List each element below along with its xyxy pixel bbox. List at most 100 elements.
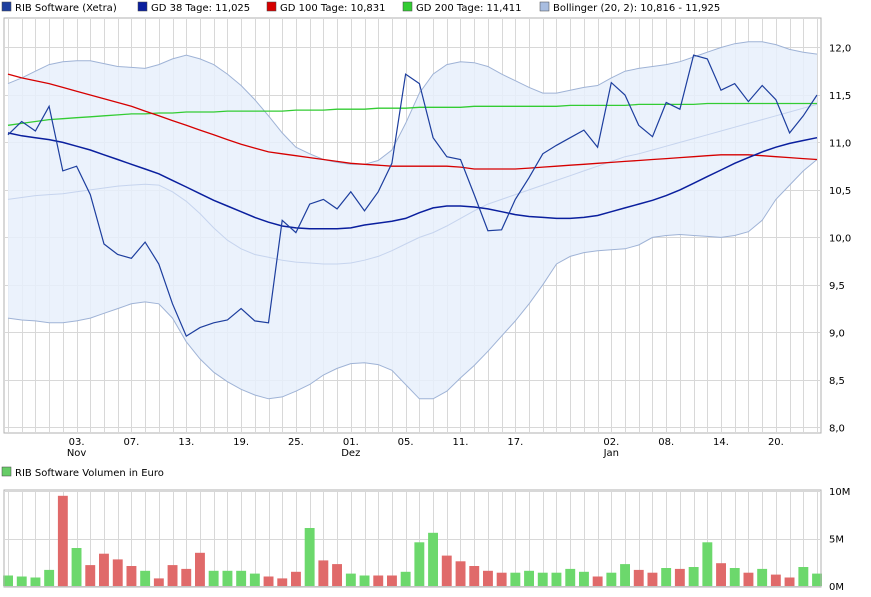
price-plot: 12,011,511,010,510,09,59,08,58,0 03.Nov0… [3,17,851,459]
price-x-tick-label: 03. [69,437,85,448]
volume-bar [565,568,576,586]
volume-y-tick-label: 5M [829,535,844,546]
volume-bar [757,568,768,586]
volume-y-axis: 10M 5M 0M [829,487,850,593]
price-x-tick-label: 11. [453,437,469,448]
price-y-tick-label: 8,0 [829,423,845,434]
volume-bar [153,578,164,586]
bollinger-middle-line [7,103,818,265]
legend-label-volume: RIB Software Volumen in Euro [15,468,164,479]
volume-bar [674,568,685,586]
volume-plot: 10M 5M 0M [3,487,850,593]
price-x-tick-month: Dez [341,448,360,459]
volume-bar [126,566,137,586]
legend-label-price: RIB Software (Xetra) [15,3,117,14]
price-y-tick-label: 8,5 [829,376,845,387]
price-x-tick-label: 19. [233,437,249,448]
volume-bar [99,553,109,586]
volume-bar [30,577,41,586]
price-legend: RIB Software (Xetra) GD 38 Tage: 11,025 … [1,1,720,14]
legend-label-gd38: GD 38 Tage: 11,025 [151,3,250,14]
legend-label-gd100: GD 100 Tage: 10,831 [280,3,386,14]
volume-bar [647,572,658,586]
price-x-tick-label: 08. [658,437,674,448]
volume-bar [551,572,562,586]
legend-label-bollinger: Bollinger (20, 2): 10,816 - 11,925 [553,3,720,14]
volume-bar [277,578,288,586]
gd100-line [7,73,818,170]
volume-bar [304,528,315,586]
volume-bar [345,573,356,586]
volume-bar [222,570,233,586]
price-plot-frame [3,17,822,434]
volume-bar [359,575,370,586]
gd200-line [7,102,817,126]
gd38-line [7,132,818,230]
price-y-tick-label: 9,5 [829,281,845,292]
volume-bar [195,552,205,587]
legend-swatch-volume [1,466,12,477]
price-y-tick-label: 11,5 [829,91,851,102]
bollinger-band-area [8,41,817,399]
price-y-axis: 12,0 11,5 11,0 10,5 10,0 9,5 9,0 8,5 8,0 [829,44,851,435]
price-x-tick-label: 01. [343,437,359,448]
price-x-tick-label: 07. [123,437,139,448]
volume-bar [729,568,740,586]
volume-bar [661,568,672,586]
volume-bar [373,575,384,586]
volume-plot-frame [3,489,822,588]
volume-bar [71,548,82,586]
legend-swatch-gd38 [137,1,148,12]
volume-bar [428,532,438,586]
volume-bar [716,563,726,586]
volume-bar [414,542,425,586]
price-x-tick-label: 20. [768,437,784,448]
volume-bar [633,569,644,586]
price-y-tick-label: 11,0 [829,138,851,149]
price-x-tick-month: Jan [603,448,619,459]
volume-bar [798,567,809,586]
price-y-tick-label: 10,0 [829,233,851,244]
volume-bar [620,564,630,586]
legend-swatch-price [1,1,12,12]
volume-bar [455,561,466,586]
price-x-tick-month: Nov [67,448,87,459]
volume-bar [44,569,55,586]
volume-bar [702,542,713,586]
price-x-tick-label: 02. [603,437,619,448]
bollinger-lower-line [7,159,818,400]
volume-bar [16,576,27,586]
volume-y-tick-label: 0M [829,582,844,593]
volume-bar [812,573,822,586]
price-y-tick-label: 9,0 [829,328,845,339]
volume-bar [140,570,151,586]
volume-bar [57,495,68,587]
price-x-tick-label: 25. [288,437,304,448]
volume-bar [318,560,329,586]
volume-bar [181,568,192,586]
legend-swatch-bollinger [539,1,550,12]
volume-bar [743,572,754,586]
price-line [7,54,818,337]
volume-bar [208,570,219,586]
price-y-tick-label: 10,5 [829,186,851,197]
volume-bar [469,566,480,586]
price-x-tick-label: 05. [398,437,414,448]
volume-legend: RIB Software Volumen in Euro [1,466,164,479]
volume-bar [579,571,589,587]
volume-bar [784,577,795,586]
price-x-tick-label: 14. [713,437,729,448]
volume-bar [510,572,521,586]
volume-bar [537,572,548,586]
price-x-axis: 03.Nov 07. 13. 19. 25. 01.Dez 05. 11. 17. 02.Jan 0… [67,437,784,459]
volume-bar [441,555,452,586]
volume-bar [112,559,123,586]
volume-bar [688,567,699,586]
volume-bar [3,575,13,586]
volume-y-tick-label: 10M [829,487,850,498]
volume-bar [291,571,301,587]
volume-bar [770,574,781,586]
volume-bar [483,570,493,586]
